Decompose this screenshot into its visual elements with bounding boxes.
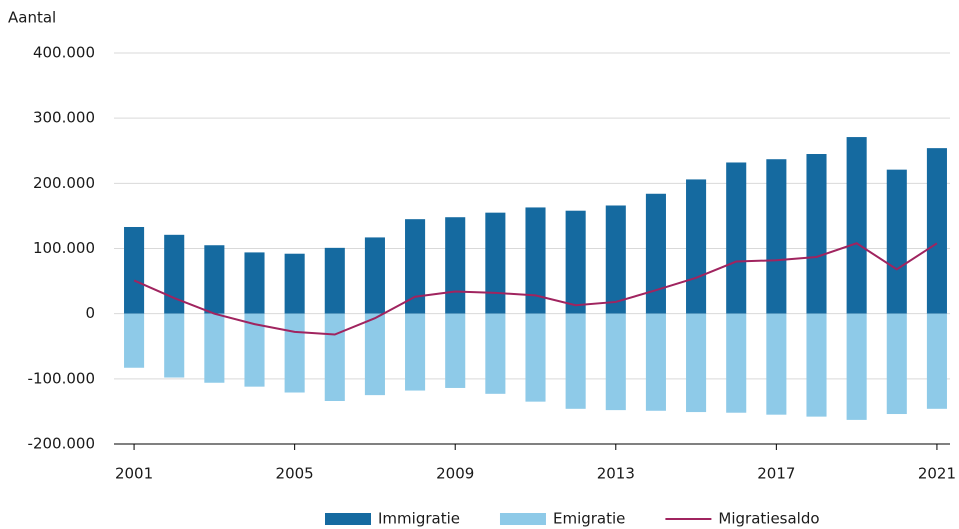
bar: [846, 137, 867, 314]
bar: [766, 313, 787, 415]
legend-swatch: [499, 513, 546, 525]
bar: [364, 237, 385, 314]
x-tick-label: 2001: [115, 465, 153, 483]
bar: [806, 154, 827, 314]
bar: [485, 313, 506, 394]
bar: [204, 245, 225, 314]
y-tick-label: -100.000: [28, 369, 95, 387]
bar: [204, 313, 225, 383]
bar: [726, 162, 747, 314]
bar: [645, 313, 666, 411]
bar: [485, 212, 506, 314]
line: [133, 242, 938, 336]
bar: [686, 313, 707, 413]
bar: [364, 313, 385, 396]
bar: [324, 313, 345, 401]
legend-label: Migratiesaldo: [718, 510, 819, 528]
bar: [405, 219, 426, 314]
bar: [605, 313, 626, 411]
bar: [926, 313, 947, 409]
bar: [244, 252, 265, 314]
legend-label: Immigratie: [378, 510, 460, 528]
bar: [645, 193, 666, 314]
bar: [886, 169, 907, 314]
bar: [565, 210, 586, 314]
bar: [164, 234, 185, 314]
bar: [605, 205, 626, 314]
legend-label: Emigratie: [553, 510, 625, 528]
y-tick-label: 100.000: [33, 239, 95, 257]
x-tick-label: 2009: [436, 465, 474, 483]
bar: [244, 313, 265, 387]
bar: [164, 313, 185, 378]
bar: [284, 313, 305, 393]
y-axis-label: Aantal: [8, 9, 56, 27]
x-tick-label: 2017: [757, 465, 795, 483]
y-tick-label: 0: [85, 304, 95, 322]
x-tick-label: 2005: [276, 465, 314, 483]
bar: [766, 159, 787, 314]
legend-swatch: [325, 513, 371, 525]
bar: [686, 179, 707, 314]
bar: [405, 313, 426, 391]
bar: [806, 313, 827, 417]
bar: [525, 207, 546, 314]
bar: [445, 313, 466, 388]
bar: [324, 247, 345, 314]
x-tick-label: 2021: [918, 465, 956, 483]
bar: [726, 313, 747, 413]
y-tick-label: 200.000: [33, 174, 95, 192]
x-tick-label: 2013: [597, 465, 635, 483]
bar: [284, 253, 305, 314]
bar: [525, 313, 546, 402]
bar: [565, 313, 586, 409]
y-tick-label: 400.000: [33, 44, 95, 62]
y-tick-label: 300.000: [33, 109, 95, 127]
bar: [926, 148, 947, 314]
bar: [846, 313, 867, 420]
bar: [124, 313, 145, 368]
bar: [886, 313, 907, 415]
bar: [124, 226, 145, 314]
bar: [445, 217, 466, 314]
y-tick-label: -200.000: [28, 435, 95, 453]
